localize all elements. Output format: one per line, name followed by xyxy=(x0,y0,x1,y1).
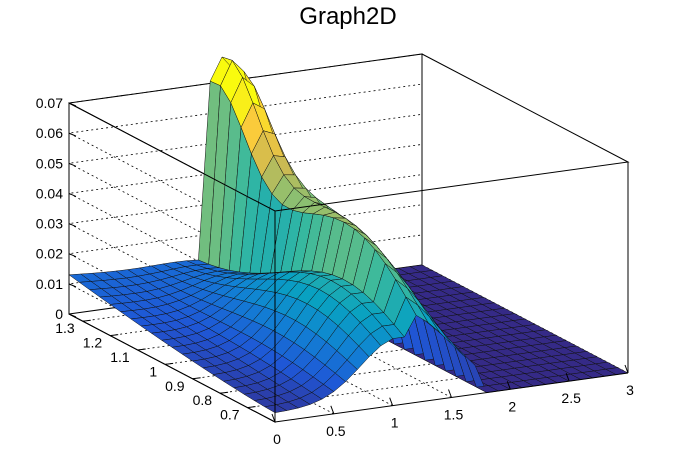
z-tick-mark xyxy=(68,283,77,288)
y-tick-label: 0.7 xyxy=(220,407,240,423)
x-tick-label: 2 xyxy=(508,398,516,414)
y-tick-mark xyxy=(82,319,91,322)
z-gridline xyxy=(67,53,423,212)
x-tick-label: 2.5 xyxy=(561,390,581,406)
y-tick-mark xyxy=(247,406,256,409)
y-tick-label: 1.1 xyxy=(110,349,130,365)
top-edges xyxy=(68,53,630,212)
y-tick-label: 0.8 xyxy=(193,392,213,408)
z-tick-mark xyxy=(68,192,77,197)
z-tick-mark xyxy=(68,313,77,318)
y-tick-mark xyxy=(137,348,146,351)
z-gridline xyxy=(67,83,423,242)
x-tick-mark xyxy=(448,389,452,398)
y-tick-mark xyxy=(192,377,201,380)
z-tick-mark xyxy=(68,102,77,107)
z-tick-label: 0.06 xyxy=(36,125,63,141)
z-tick-mark xyxy=(68,132,77,137)
x-tick-mark xyxy=(624,364,629,374)
y-tick-label: 0.9 xyxy=(165,378,185,394)
z-tick-label: 0.07 xyxy=(36,95,63,111)
y-tick-mark xyxy=(165,362,174,365)
y-tick-label: 1 xyxy=(149,363,157,379)
x-tick-mark xyxy=(271,413,276,423)
z-gridline xyxy=(67,144,423,302)
x-tick-mark xyxy=(506,381,511,390)
z-tick-label: 0.02 xyxy=(36,246,63,262)
chart-title: Graph2D xyxy=(299,3,396,30)
x-tick-label: 1.5 xyxy=(444,407,464,423)
x-tick-label: 0 xyxy=(273,431,281,447)
z-tick-mark xyxy=(68,253,77,258)
x-tick-label: 0.5 xyxy=(326,423,346,439)
y-tick-label: 1.3 xyxy=(55,320,75,336)
y-tick-mark xyxy=(220,391,229,394)
x-tick-label: 3 xyxy=(626,382,634,398)
surface-mesh xyxy=(68,56,629,413)
y-axis: 0.7 0.8 0.9 1 1.1 1.2 1.3 xyxy=(55,319,256,423)
z-tick-label: 0 xyxy=(55,306,63,322)
z-tick-label: 0.04 xyxy=(36,185,63,201)
z-tick-label: 0.01 xyxy=(36,276,63,292)
z-tick-label: 0.05 xyxy=(36,155,63,171)
y-tick-mark xyxy=(110,334,119,337)
x-tick-mark xyxy=(330,405,335,415)
z-axis: 0 0.01 0.02 0.03 0.04 0.05 0.06 0.07 xyxy=(36,95,77,322)
z-tick-mark xyxy=(68,223,77,228)
y-tick-label: 1.2 xyxy=(83,335,103,351)
z-tick-label: 0.03 xyxy=(36,216,63,232)
x-tick-mark xyxy=(565,372,570,382)
x-axis: 0 0.5 1 1.5 2 2.5 3 xyxy=(271,364,634,447)
x-tick-mark xyxy=(389,397,394,406)
z-gridline xyxy=(67,113,423,272)
x-tick-label: 1 xyxy=(391,415,399,431)
z-tick-mark xyxy=(68,162,77,167)
